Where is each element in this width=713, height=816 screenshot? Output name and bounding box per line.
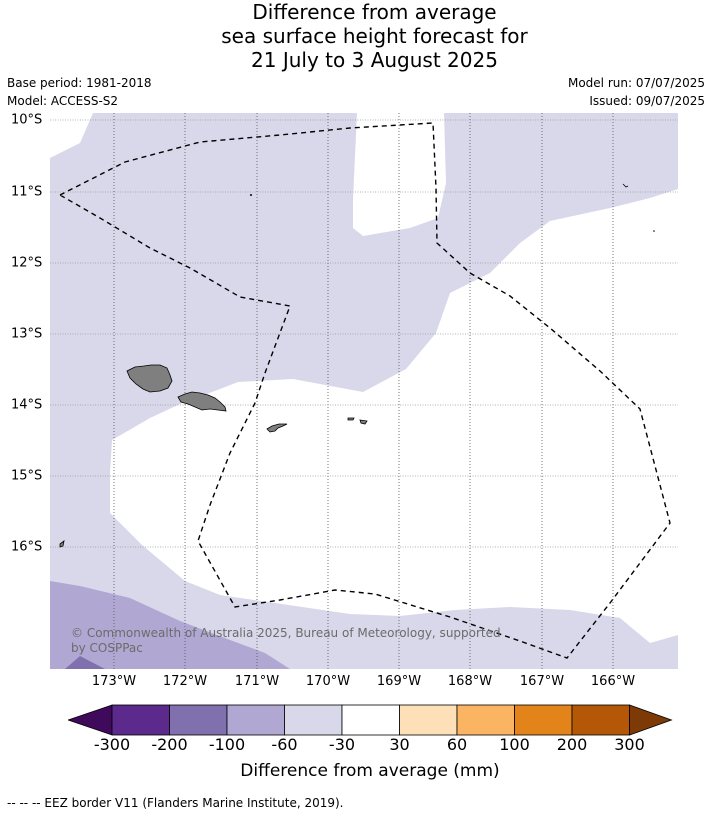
y-tick-label: 13°S	[11, 326, 43, 342]
colorbar-segment	[341, 704, 400, 736]
y-tick-label: 10°S	[11, 112, 43, 128]
base-period: Base period: 1981-2018	[7, 76, 152, 90]
title-line-3: 21 July to 3 August 2025	[251, 48, 498, 72]
x-tick-label: 170°W	[305, 674, 351, 689]
y-tick-label: 14°S	[11, 397, 43, 413]
colorbar-segment	[399, 704, 458, 736]
island-upolu	[177, 391, 227, 412]
colorbar-segment	[514, 704, 573, 736]
colorbar-tick-label: 200	[556, 735, 588, 754]
colorbar-tick-label: -100	[208, 735, 246, 754]
y-tick-label: 16°S	[11, 539, 43, 555]
x-tick-label: 169°W	[376, 674, 422, 689]
island-tutuila	[266, 423, 288, 433]
x-tick-label: 167°W	[519, 674, 565, 689]
island-islet-east	[653, 230, 655, 232]
colorbar-tick-label: -200	[151, 735, 188, 754]
y-tick-label: 11°S	[11, 184, 43, 200]
x-tick-label: 172°W	[162, 674, 208, 689]
colorbar-tick-label: -30	[328, 735, 356, 754]
title-line-1: Difference from average	[252, 0, 497, 24]
colorbar-tick-label: -300	[93, 735, 131, 754]
colorbar-extend-low	[68, 704, 113, 736]
eez-legend-note: -- -- -- EEZ border V11 (Flanders Marine…	[7, 796, 344, 810]
contour-light-negative	[50, 113, 678, 669]
y-tick-label: 15°S	[11, 468, 43, 484]
colorbar-tick-label: 300	[614, 735, 645, 754]
x-tick-label: 168°W	[447, 674, 493, 689]
x-tick-label: 173°W	[91, 674, 137, 689]
island-atoll-ne	[622, 183, 629, 188]
map-plot	[50, 113, 678, 669]
island-ofu	[347, 417, 355, 421]
island-swains	[250, 194, 252, 196]
map-title: Difference from average sea surface heig…	[0, 0, 713, 72]
colorbar-segment	[111, 704, 170, 736]
colorbar-tick-label: 60	[446, 735, 468, 754]
island-small-west	[59, 540, 65, 548]
latitude-gridlines	[50, 119, 678, 548]
colorbar-tick-label: -60	[271, 735, 298, 754]
colorbar-segment	[284, 704, 343, 736]
x-tick-label: 171°W	[234, 674, 280, 689]
colorbar-title: Difference from average (mm)	[240, 761, 500, 781]
issued-date: Issued: 09/07/2025	[589, 94, 705, 108]
colorbar-segment	[571, 704, 630, 736]
eez-border	[58, 122, 671, 659]
colorbar-tick-label: 100	[499, 735, 530, 754]
copyright-notice: © Commonwealth of Australia 2025, Bureau…	[71, 626, 501, 655]
island-savaii	[126, 364, 173, 393]
colorbar-extend-high	[629, 704, 673, 736]
y-tick-label: 12°S	[11, 255, 43, 271]
model-name: Model: ACCESS-S2	[7, 94, 119, 108]
colorbar	[68, 704, 673, 736]
colorbar-segment	[226, 704, 285, 736]
colorbar-segment	[169, 704, 228, 736]
meta-left: Base period: 1981-2018 Model: ACCESS-S2	[7, 74, 152, 110]
colorbar-segment	[456, 704, 515, 736]
meta-right: Model run: 07/07/2025 Issued: 09/07/2025	[568, 74, 705, 110]
contour-strong-negative	[65, 656, 105, 669]
title-line-2: sea surface height forecast for	[221, 24, 528, 48]
island-tau	[359, 419, 368, 425]
colorbar-tick-label: 30	[389, 735, 410, 754]
x-tick-label: 166°W	[590, 674, 636, 689]
model-run: Model run: 07/07/2025	[567, 76, 705, 90]
contour-medium-negative	[50, 581, 290, 669]
